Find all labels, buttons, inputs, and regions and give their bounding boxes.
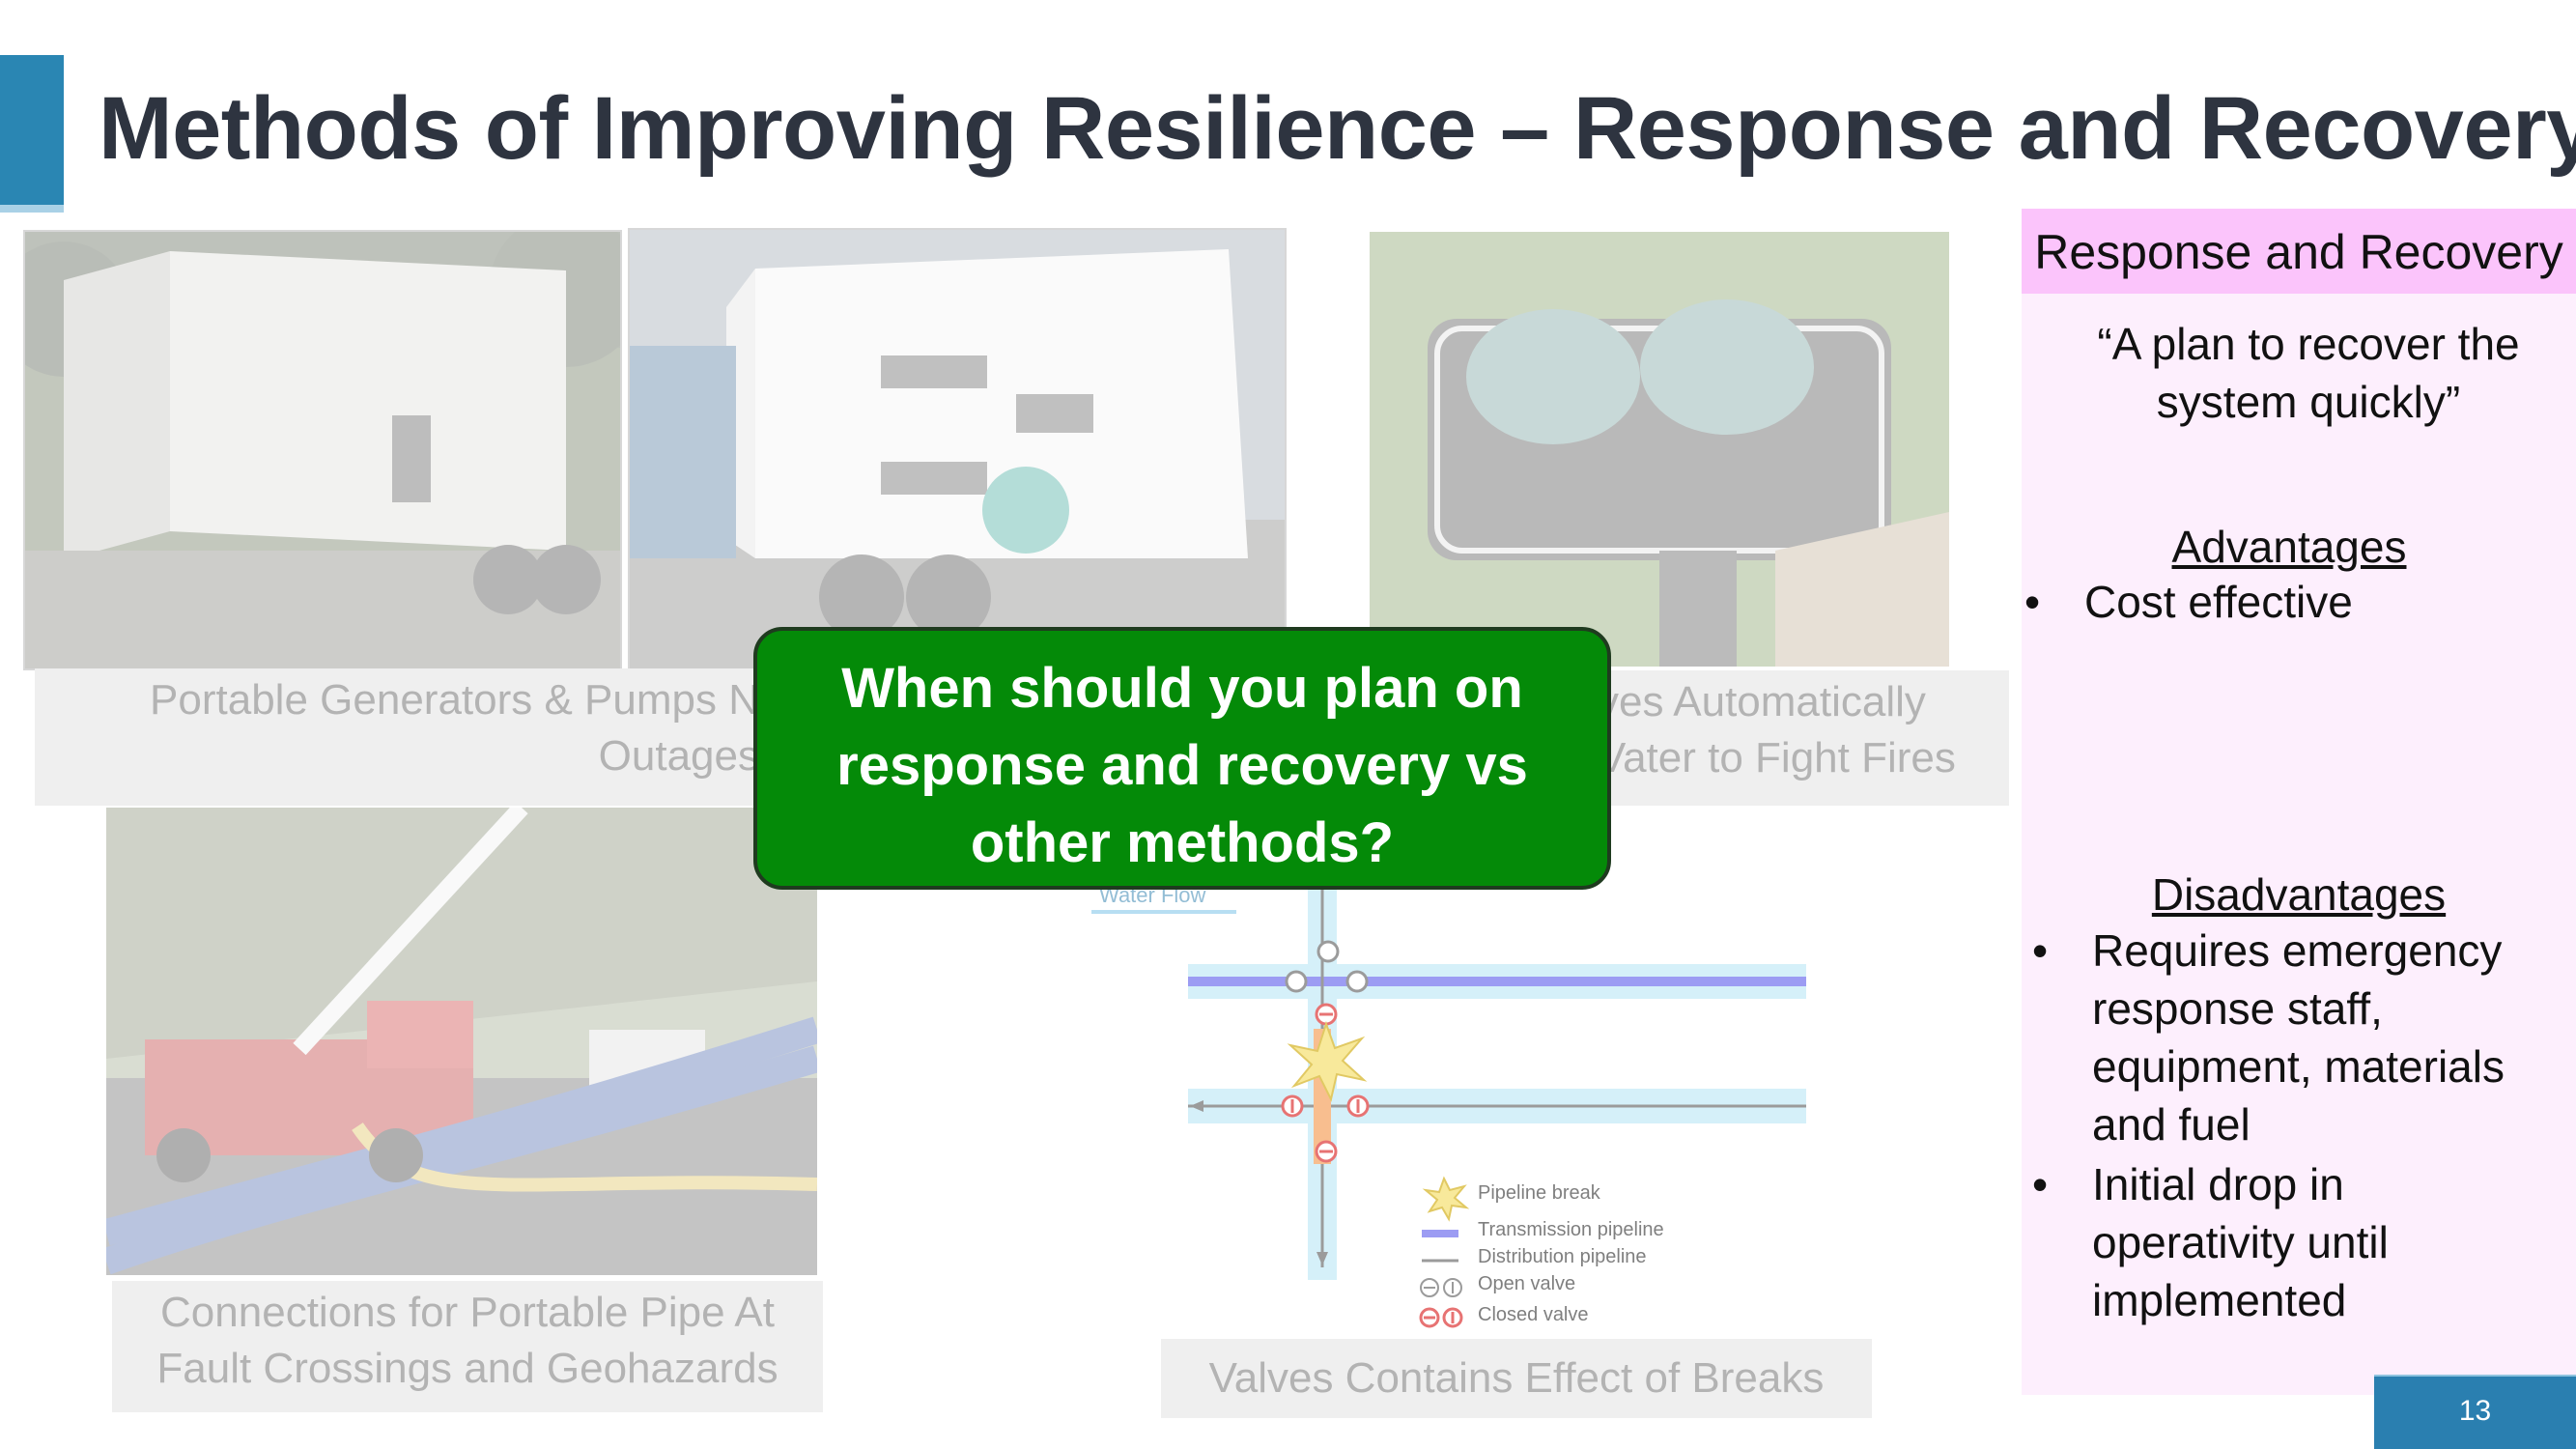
disadvantage-text-line: equipment, materials — [2092, 1041, 2505, 1092]
advantage-text: Cost effective — [2084, 577, 2353, 627]
legend-pipeline-break: Pipeline break — [1478, 1182, 1600, 1204]
disadvantage-text-line: operativity until — [2092, 1217, 2389, 1267]
caption-tanks-line1: ves Automatically — [1598, 678, 1926, 725]
caption-valves: Valves Contains Effect of Breaks — [1161, 1339, 1872, 1418]
legend-transmission-pipeline: Transmission pipeline — [1478, 1219, 1664, 1240]
disadvantage-item: • Requires emergency response staff, equ… — [2032, 922, 2573, 1153]
caption-tanks-line2: Vater to Fight Fires — [1598, 734, 1956, 781]
response-recovery-panel — [2022, 209, 2576, 1395]
photo-portable-generator — [23, 230, 622, 670]
advantage-item: • Cost effective — [2024, 573, 2565, 631]
caption-pipe-line1: Connections for Portable Pipe At — [160, 1289, 775, 1336]
quote-line1: “A plan to recover the — [2097, 319, 2520, 369]
caption-storage-tanks: ves Automatically Vater to Fight Fires — [1584, 670, 2009, 806]
legend-closed-valve: Closed valve — [1478, 1304, 1589, 1325]
caption-generators-line2: Outages — [598, 732, 759, 780]
disadvantage-item: • Initial drop in operativity until impl… — [2032, 1155, 2573, 1329]
bullet-icon: • — [2032, 1159, 2049, 1209]
title-accent-bar — [0, 55, 64, 212]
disadvantage-text-line: Initial drop in — [2092, 1159, 2344, 1209]
panel-heading: Response and Recovery — [2022, 209, 2576, 294]
disadvantages-heading: Disadvantages — [2151, 869, 2447, 920]
disadvantage-text-line: implemented — [2092, 1275, 2347, 1325]
callout-line2: response and recovery vs — [836, 734, 1528, 797]
bullet-icon: • — [2024, 577, 2041, 627]
disadvantage-text-line: and fuel — [2092, 1099, 2250, 1150]
title-accent-line — [0, 205, 64, 213]
photo-fire-trucks-portable-pipe — [106, 808, 817, 1275]
advantages-heading: Advantages — [2171, 522, 2407, 572]
callout-line3: other methods? — [970, 811, 1395, 874]
legend-distribution-pipeline: Distribution pipeline — [1478, 1246, 1647, 1267]
caption-portable-pipe: Connections for Portable Pipe At Fault C… — [112, 1281, 823, 1412]
photo-storage-tanks — [1370, 232, 1949, 667]
disadvantage-text-line: Requires emergency — [2092, 925, 2503, 976]
callout-line1: When should you plan on — [841, 657, 1523, 720]
valve-isolation-diagram: Water Flow Pipeline break Transmission p… — [1082, 850, 1854, 1352]
caption-pipe-line2: Fault Crossings and Geohazards — [156, 1345, 778, 1392]
legend-open-valve: Open valve — [1478, 1273, 1576, 1294]
bullet-icon: • — [2032, 925, 2049, 976]
photo-generator-trailer — [628, 228, 1287, 672]
question-callout: When should you plan on response and rec… — [753, 627, 1611, 890]
disadvantage-text-line: response staff, — [2092, 983, 2383, 1034]
slide-title: Methods of Improving Resilience – Respon… — [99, 79, 2576, 178]
caption-generators-line1: Portable Generators & Pumps N — [150, 676, 759, 724]
quote-line2: system quickly” — [2156, 377, 2461, 427]
caption-portable-generators: Portable Generators & Pumps N Outages — [35, 668, 769, 806]
panel-quote: “A plan to recover the system quickly” — [2048, 315, 2569, 431]
page-number: 13 — [2374, 1377, 2576, 1449]
